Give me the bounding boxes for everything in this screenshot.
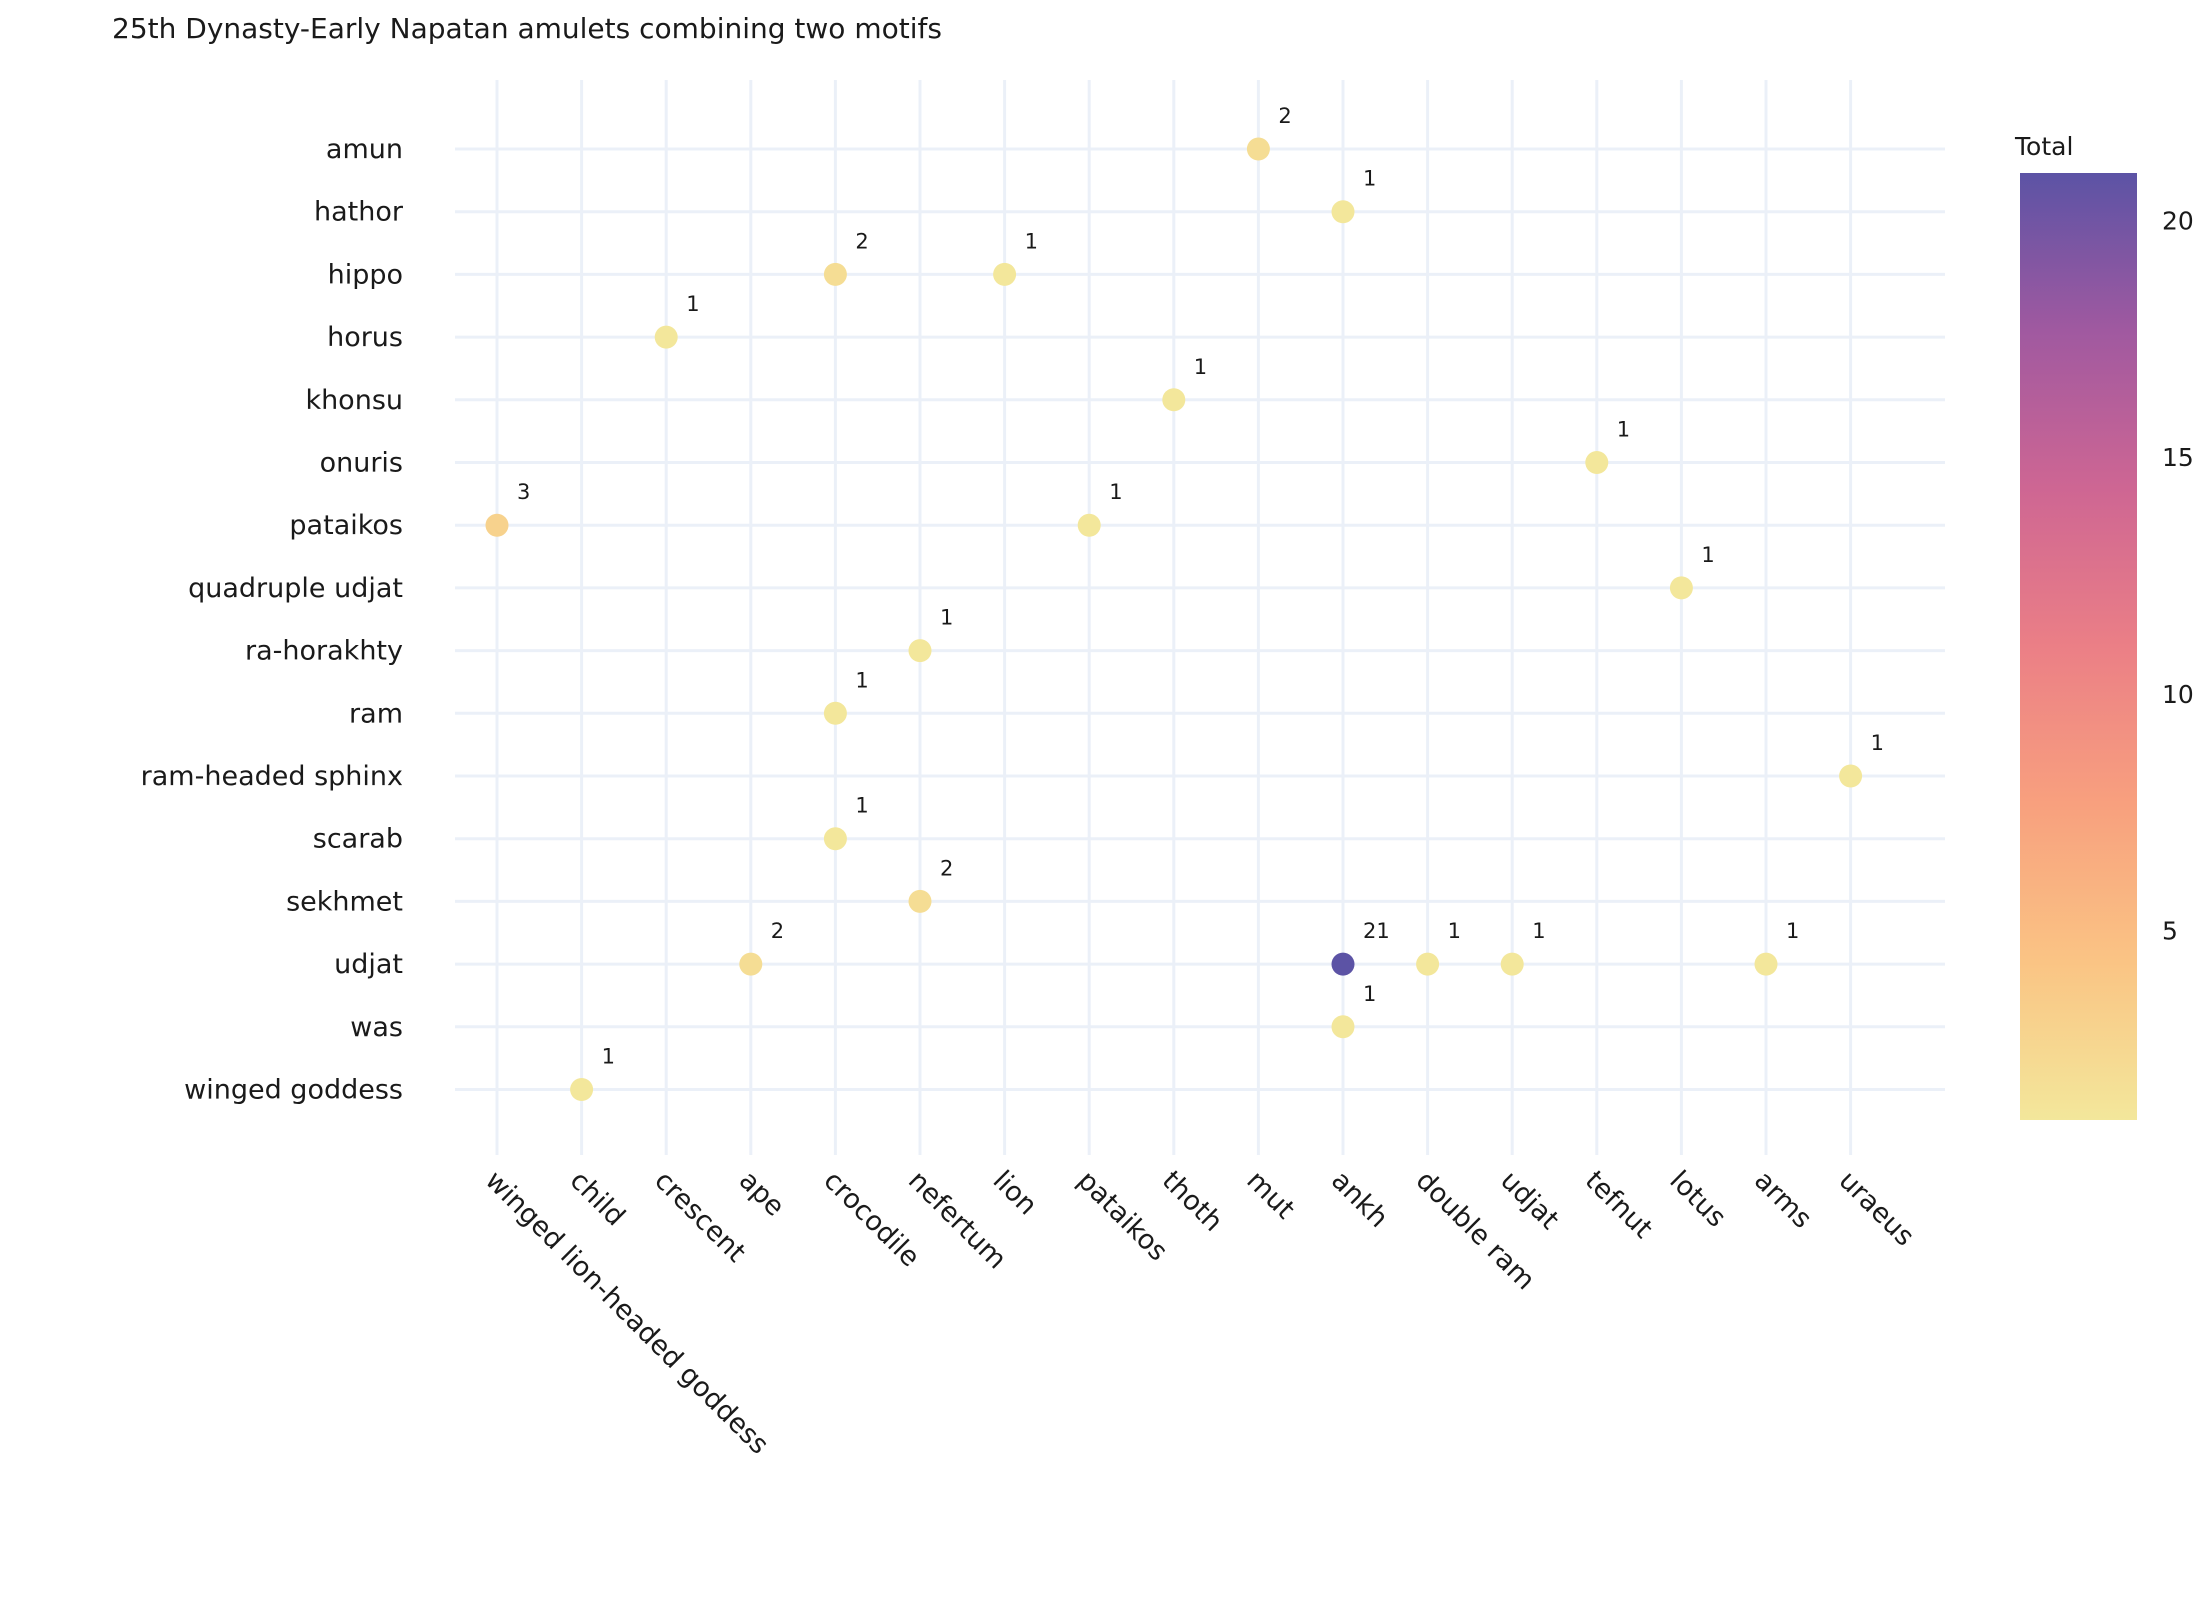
colorbar-tick-label: 20 (2162, 206, 2194, 235)
data-label: 1 (1363, 167, 1376, 191)
data-point-udjat-double-ram (1416, 952, 1440, 976)
data-label: 1 (686, 292, 699, 316)
colorbar-tick-label: 5 (2162, 917, 2178, 946)
data-label: 1 (1617, 418, 1630, 442)
data-point-pataikos-pataikos (1077, 513, 1101, 537)
data-label: 1 (1701, 543, 1714, 567)
data-label: 3 (517, 480, 530, 504)
data-point-winged-goddess-child (570, 1078, 594, 1101)
x-tick-label: mut (1240, 1165, 1300, 1225)
data-points (485, 137, 1863, 1101)
colorbar: Total 5 10 15 20 (2014, 132, 2194, 1120)
x-tick-label: child (564, 1165, 631, 1232)
x-tick-label: crescent (648, 1165, 751, 1268)
data-label: 1 (855, 794, 868, 818)
colorbar-tick-label: 10 (2162, 680, 2194, 709)
data-point-onuris-tefnut (1585, 451, 1609, 474)
data-point-quadruple-udjat-lotus (1669, 576, 1693, 600)
data-label: 1 (1109, 480, 1122, 504)
grid-layer (455, 80, 1945, 1155)
y-tick-label: onuris (320, 448, 403, 479)
data-label: 2 (771, 919, 784, 943)
y-tick-label: pataikos (289, 510, 403, 541)
x-tick-label: ape (733, 1165, 790, 1222)
y-tick-label: was (350, 1012, 403, 1043)
x-tick-label: uraeus (1833, 1165, 1920, 1252)
data-point-amun-mut (1246, 137, 1270, 161)
data-label: 2 (855, 229, 868, 253)
y-tick-label: quadruple udjat (188, 573, 403, 604)
data-point-scarab-crocodile (823, 827, 847, 851)
y-tick-label: ram (349, 698, 403, 729)
x-tick-label: arms (1748, 1165, 1818, 1235)
data-label: 1 (855, 668, 868, 692)
data-label: 1 (1871, 731, 1884, 755)
colorbar-title: Total (2014, 132, 2073, 161)
data-label: 1 (1363, 982, 1376, 1006)
data-point-udjat-ape (739, 952, 763, 976)
data-point-was-ankh (1331, 1015, 1355, 1039)
y-tick-label: scarab (313, 824, 403, 855)
y-tick-label: ra-horakhty (245, 636, 403, 667)
x-tick-label: pataikos (1071, 1165, 1173, 1267)
data-label: 1 (1448, 919, 1461, 943)
y-tick-label: horus (327, 322, 403, 353)
x-tick-label: udjat (1494, 1165, 1565, 1236)
data-point-udjat-udjat (1500, 952, 1524, 976)
data-point-udjat-ankh (1331, 952, 1355, 976)
y-tick-label: ram-headed sphinx (141, 761, 403, 792)
data-point-ram-crocodile (823, 701, 847, 725)
data-label: 2 (1278, 104, 1291, 128)
y-tick-labels: amun hathor hippo horus khonsu onuris pataikos… (141, 134, 404, 1106)
x-tick-label: lion (987, 1165, 1043, 1221)
data-label: 1 (1194, 355, 1207, 379)
y-tick-label: hippo (328, 259, 403, 290)
data-point-udjat-arms (1754, 952, 1778, 976)
chart-title: 25th Dynasty-Early Napatan amulets combi… (112, 12, 942, 45)
data-point-khonsu-thoth (1162, 388, 1186, 412)
data-point-ram-headed-sphinx-uraeus (1839, 764, 1863, 788)
data-label: 1 (940, 606, 953, 630)
colorbar-tick-label: 15 (2162, 443, 2194, 472)
y-tick-label: winged goddess (184, 1075, 403, 1106)
data-point-sekhmet-nefertum (908, 889, 932, 913)
data-label: 2 (940, 856, 953, 880)
data-label: 1 (1786, 919, 1799, 943)
y-tick-label: amun (326, 134, 403, 165)
y-tick-label: sekhmet (286, 886, 403, 917)
x-tick-label: tefnut (1579, 1165, 1659, 1245)
y-tick-label: hathor (314, 197, 404, 228)
colorbar-gradient (2020, 173, 2137, 1120)
data-point-horus-crescent (654, 325, 678, 349)
y-tick-label: udjat (334, 949, 403, 980)
data-label: 1 (602, 1045, 615, 1069)
data-label: 1 (1532, 919, 1545, 943)
data-point-pataikos-winged-lion-headed-goddess (485, 513, 509, 537)
data-label: 21 (1363, 919, 1390, 943)
data-point-hippo-lion (993, 262, 1017, 286)
data-point-hippo-crocodile (823, 262, 847, 286)
x-tick-label: ankh (1325, 1165, 1394, 1234)
data-label: 1 (1025, 229, 1038, 253)
x-tick-label: thoth (1156, 1165, 1229, 1238)
x-tick-label: lotus (1663, 1165, 1731, 1233)
data-point-hathor-ankh (1331, 200, 1355, 224)
data-point-ra-horakhty-nefertum (908, 639, 932, 663)
y-tick-label: khonsu (305, 385, 403, 416)
